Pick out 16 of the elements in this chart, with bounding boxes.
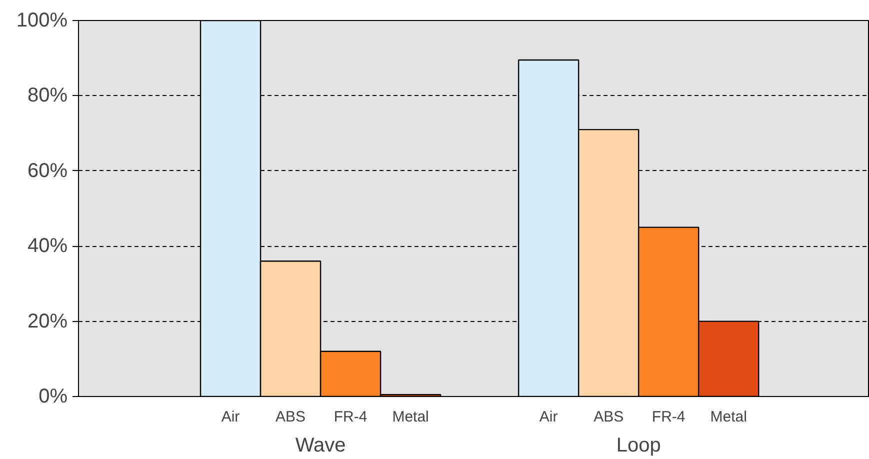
x-tick-label: Loop [616, 434, 661, 456]
series-label: ABS [276, 408, 306, 426]
y-tick-label: 60% [27, 160, 68, 182]
series-label: Metal [392, 408, 429, 426]
text: Metal [710, 408, 747, 426]
y-tick-label: 100% [16, 10, 68, 32]
y-tick-label: 80% [27, 84, 68, 107]
series-label: Air [221, 408, 240, 426]
y-tick-label: 20% [27, 310, 68, 332]
x-tick-label: Wave [295, 434, 346, 456]
y-tick-label: 40% [27, 235, 68, 258]
text: FR-4 [652, 408, 686, 426]
text: ABS [594, 408, 624, 426]
y-tick-label: 0% [38, 386, 68, 408]
text: Air [539, 408, 558, 426]
series-label: FR-4 [334, 408, 368, 426]
